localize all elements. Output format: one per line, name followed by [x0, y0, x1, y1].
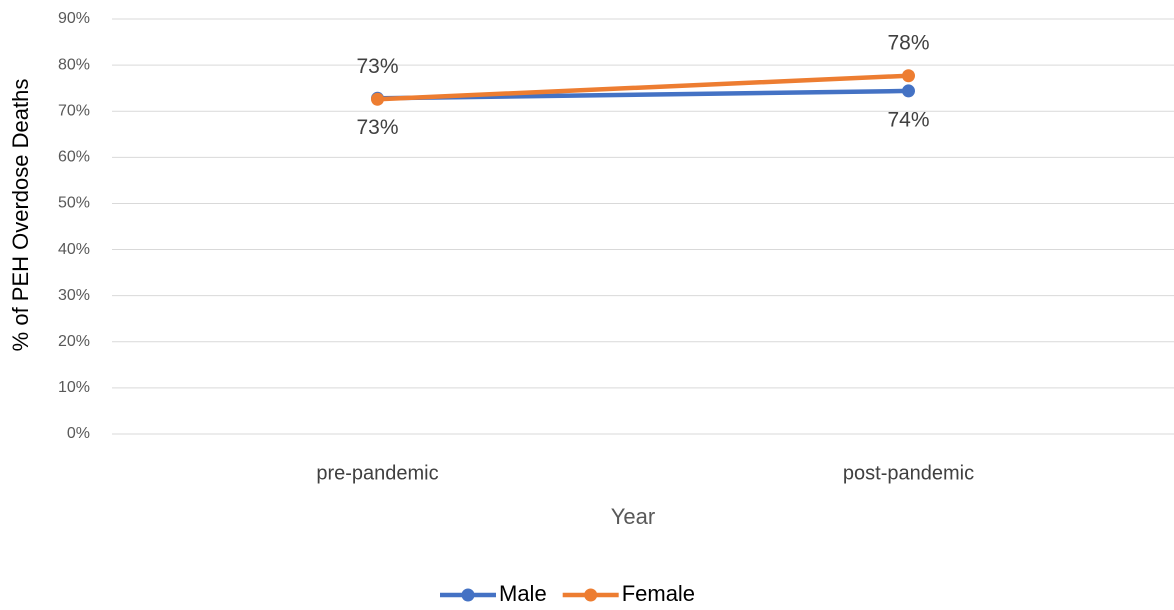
legend-marker — [584, 588, 598, 602]
data-label: 73% — [356, 116, 398, 139]
y-axis-title: % of PEH Overdose Deaths — [8, 79, 33, 352]
y-tick-label: 90% — [58, 10, 90, 27]
y-tick-label: 0% — [67, 425, 90, 442]
x-tick-label: post-pandemic — [843, 462, 974, 484]
data-point — [902, 84, 915, 98]
series-line — [375, 73, 911, 102]
x-tick-label: pre-pandemic — [316, 462, 438, 484]
data-label: 78% — [887, 31, 929, 54]
data-label: 73% — [356, 55, 398, 78]
y-tick-label: 10% — [58, 379, 90, 396]
legend-label: Female — [622, 581, 695, 606]
y-tick-label: 40% — [58, 241, 90, 258]
y-tick-label: 20% — [58, 333, 90, 350]
data-point — [371, 92, 384, 106]
data-point — [902, 69, 915, 83]
y-tick-label: 60% — [58, 149, 90, 166]
legend-marker — [461, 588, 475, 602]
y-tick-label: 70% — [58, 102, 90, 119]
legend-label: Male — [499, 581, 547, 606]
y-tick-label: 50% — [58, 195, 90, 212]
y-tick-label: 80% — [58, 56, 90, 73]
y-tick-label: 30% — [58, 287, 90, 304]
data-label: 74% — [887, 108, 929, 131]
x-axis-title: Year — [611, 504, 655, 529]
